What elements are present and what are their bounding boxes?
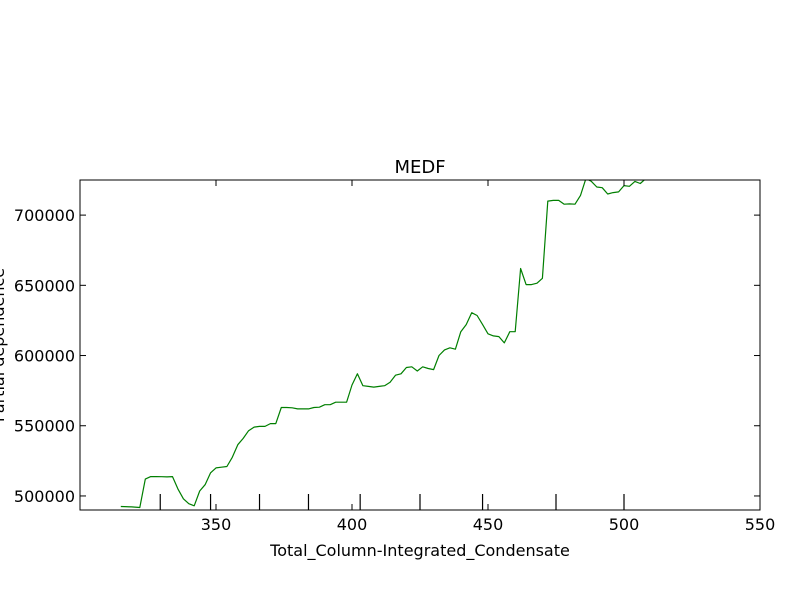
x-tick-label: 550	[745, 515, 776, 534]
plot-frame	[79, 179, 761, 511]
series-line-0	[120, 180, 646, 509]
y-axis: 500000 550000 600000 650000 700000	[14, 206, 760, 506]
y-tick-label: 650000	[14, 276, 75, 295]
x-tick-label: 450	[473, 515, 504, 534]
rug-marks	[159, 494, 625, 510]
x-tick-label: 500	[609, 515, 640, 534]
chart-title: MEDF	[394, 157, 445, 178]
x-tick-label: 350	[201, 515, 232, 534]
y-axis-label: Partial dependence	[0, 268, 8, 422]
y-tick-label: 600000	[14, 347, 75, 366]
x-axis: 350 400 450 500 550	[201, 180, 776, 534]
y-tick-label: 550000	[14, 417, 75, 436]
y-tick-label: 700000	[14, 206, 75, 225]
x-tick-label: 400	[337, 515, 368, 534]
x-axis-label: Total_Column-Integrated_Condensate	[269, 541, 570, 561]
y-tick-label: 500000	[14, 487, 75, 506]
series-layer	[120, 180, 646, 509]
